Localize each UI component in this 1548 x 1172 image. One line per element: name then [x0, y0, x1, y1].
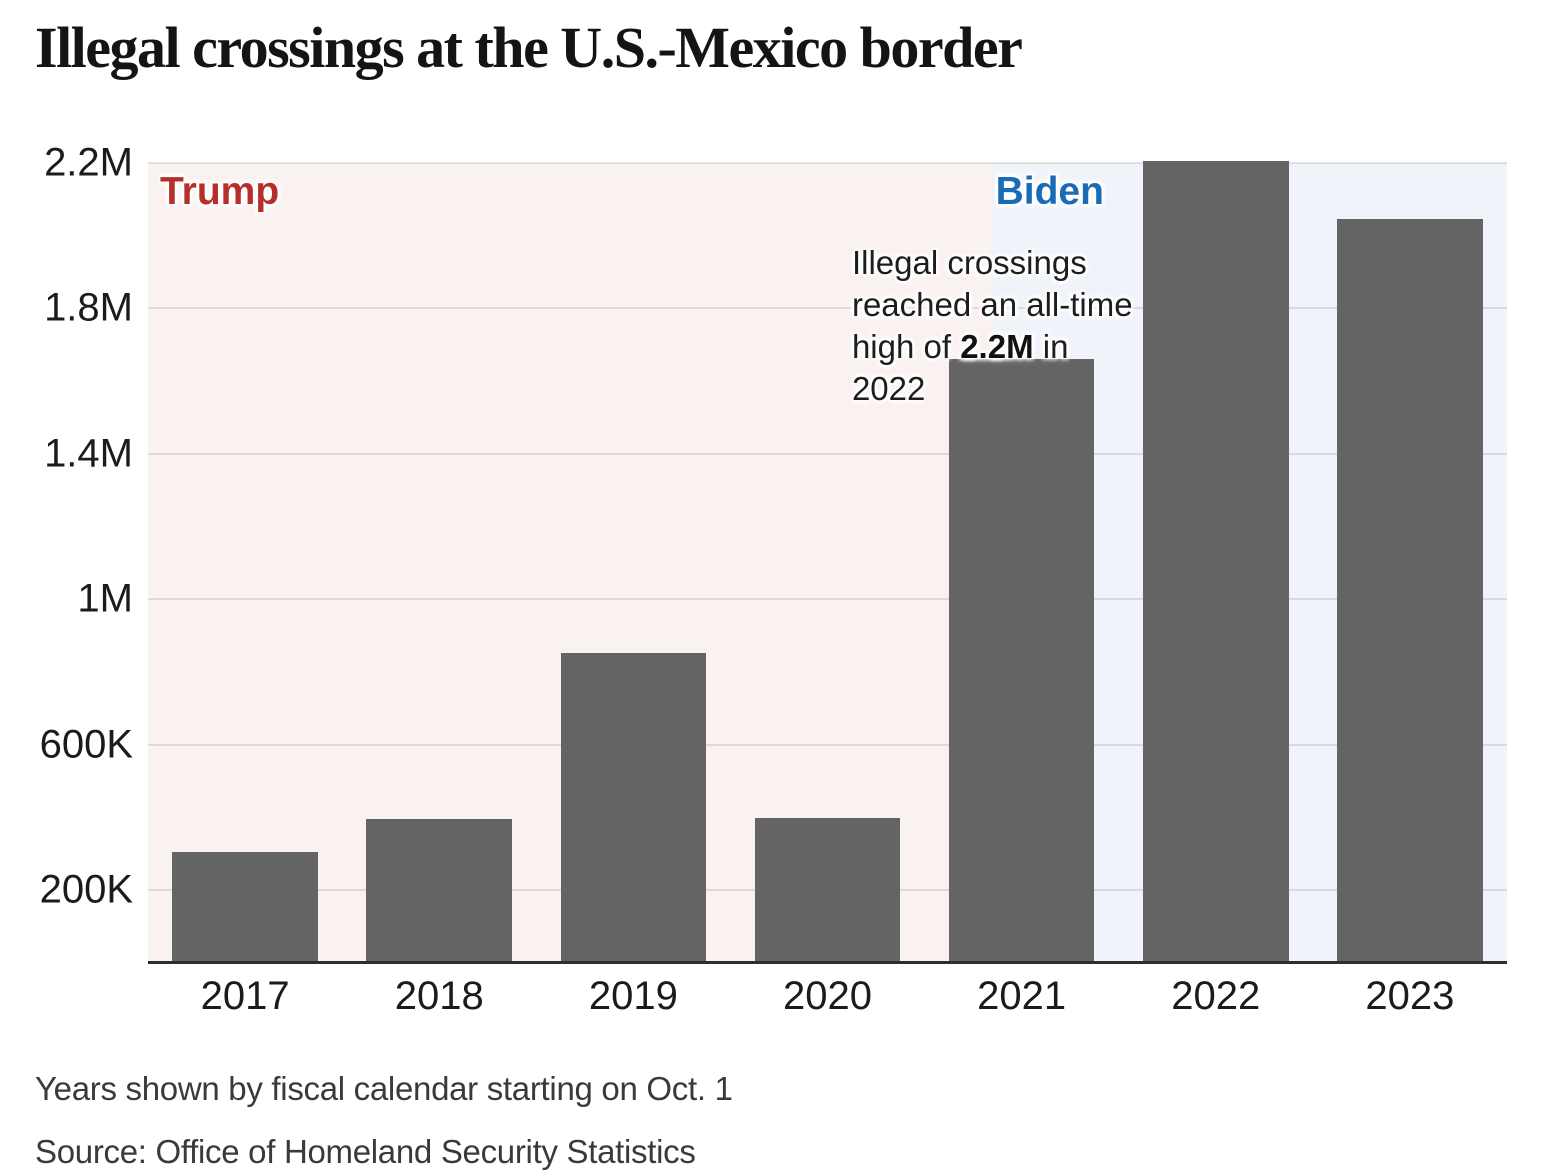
annotation-line: high of 2.2M in — [851, 328, 1069, 365]
gridline — [148, 162, 1507, 164]
y-axis-labels: 2.2M 1.8M 1.4M 1M 600K 200K — [0, 141, 133, 963]
gridline — [148, 307, 1507, 310]
gridline — [148, 743, 1507, 746]
bar-slot — [536, 163, 730, 963]
bar-2019 — [560, 653, 707, 963]
x-axis-label-2022: 2022 — [1171, 974, 1261, 1018]
y-tick-label: 1M — [77, 576, 133, 621]
y-tick-label: 1.4M — [44, 431, 133, 476]
x-axis-label-2020: 2020 — [783, 974, 872, 1018]
annotation-line: Illegal crossings — [851, 244, 1087, 281]
plot-area: Trump Biden Illegal crossings reached an… — [148, 160, 1507, 963]
bars — [148, 160, 1507, 963]
page-title: Illegal crossings at the U.S.-Mexico bor… — [35, 15, 1023, 80]
bar-2022 — [1142, 160, 1289, 963]
bar-slot — [342, 163, 536, 963]
bar-slot — [730, 163, 924, 963]
bar-slot — [925, 163, 1119, 963]
trump-era-label: Trump — [160, 170, 280, 213]
biden-era-label: Biden — [995, 170, 1104, 213]
bar-slot — [1119, 160, 1313, 963]
gridline — [148, 598, 1507, 601]
y-tick-label: 600K — [39, 722, 133, 767]
x-axis-label-2018: 2018 — [394, 974, 484, 1018]
gridline — [148, 452, 1507, 455]
annotation-2022-record: Illegal crossings reached an all-time hi… — [852, 242, 1133, 410]
source-note: Source: Office of Homeland Security Stat… — [35, 1133, 696, 1170]
bar-slot — [1313, 163, 1507, 963]
x-axis-labels: 2017 2018 2019 2020 2021 2022 2023 — [148, 974, 1507, 1019]
x-axis-label-2023: 2023 — [1365, 974, 1455, 1018]
x-axis-label-2019: 2019 — [588, 974, 678, 1018]
annotation-line: 2022 — [851, 370, 926, 407]
y-tick-label: 2.2M — [44, 140, 133, 185]
annotation-line: reached an all-time — [851, 286, 1133, 323]
bar-2021 — [948, 359, 1095, 963]
fiscal-year-note: Years shown by fiscal calendar starting … — [35, 1070, 733, 1107]
x-axis-line — [148, 961, 1507, 964]
y-tick-label: 1.8M — [44, 285, 133, 330]
annotation-bold-value: 2.2M — [960, 328, 1034, 365]
y-tick-label: 200K — [39, 867, 133, 912]
x-axis-label-2021: 2021 — [977, 974, 1067, 1018]
bar-2018 — [366, 818, 512, 963]
bar-slot — [148, 163, 342, 963]
x-axis-label-2017: 2017 — [200, 974, 290, 1018]
bar-2017 — [172, 852, 318, 963]
bar-2023 — [1337, 219, 1483, 963]
bar-2020 — [754, 817, 901, 963]
